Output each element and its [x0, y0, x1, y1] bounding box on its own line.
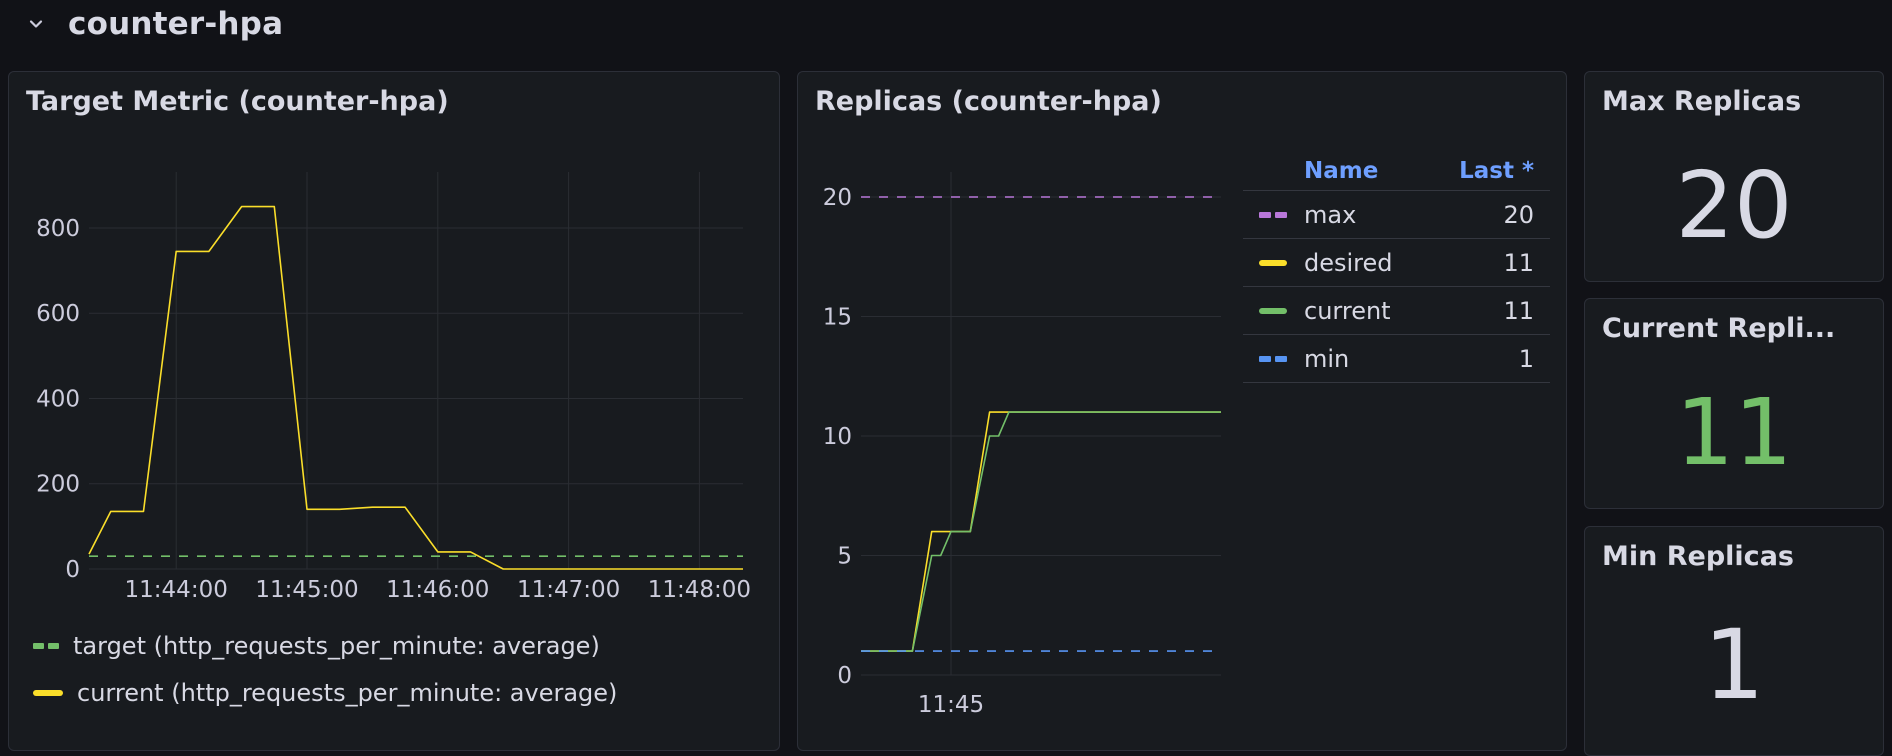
legend-header-last[interactable]: Last * — [1459, 158, 1534, 184]
dashed-swatch-icon — [1259, 355, 1291, 362]
y-tick-label: 0 — [65, 557, 80, 583]
legend-row-current[interactable]: current 11 — [1243, 287, 1550, 335]
stat-value: 20 — [1675, 152, 1793, 259]
y-tick-label: 400 — [36, 386, 80, 412]
legend-row-value: 1 — [1518, 344, 1534, 373]
legend-header: Name Last * — [1243, 152, 1550, 191]
panel-title[interactable]: Max Replicas — [1602, 86, 1802, 117]
y-tick-label: 20 — [823, 185, 852, 211]
y-tick-label: 0 — [837, 663, 852, 689]
y-tick-label: 10 — [823, 424, 852, 450]
x-tick-label: 11:45:00 — [255, 577, 358, 603]
legend-row-min[interactable]: min 1 — [1243, 335, 1550, 383]
legend-label: target (http_requests_per_minute: averag… — [73, 632, 600, 660]
series-line-current — [861, 411, 1221, 652]
row-title[interactable]: counter-hpa — [68, 6, 284, 42]
x-tick-label: 11:46:00 — [386, 577, 489, 603]
panel-replicas[interactable]: Replicas (counter-hpa) 0 5 10 15 20 11:45 Nam… — [797, 71, 1567, 751]
y-tick-label: 600 — [36, 301, 80, 327]
y-tick-label: 5 — [837, 544, 852, 570]
y-tick-label: 15 — [823, 305, 852, 331]
legend-item-target[interactable]: target (http_requests_per_minute: averag… — [33, 632, 600, 660]
solid-swatch-icon — [1259, 307, 1291, 314]
legend-row-name: desired — [1304, 248, 1393, 277]
solid-swatch-icon — [33, 690, 63, 696]
legend-item-current[interactable]: current (http_requests_per_minute: avera… — [33, 679, 617, 707]
legend-row-name: current — [1304, 296, 1391, 325]
legend-label: current (http_requests_per_minute: avera… — [77, 679, 618, 707]
target-metric-chart[interactable]: 0 200 400 600 800 11:44:00 11:45:00 11:46:00 11:… — [9, 72, 780, 632]
dashed-swatch-icon — [33, 643, 59, 649]
panel-title[interactable]: Target Metric (counter-hpa) — [26, 86, 449, 117]
stat-value: 11 — [1675, 379, 1793, 486]
series-line-desired — [861, 411, 1221, 652]
stat-value: 1 — [1703, 609, 1765, 721]
y-tick-label: 800 — [36, 216, 80, 242]
legend-table: Name Last * max 20 desired 11 current 11… — [1243, 152, 1550, 383]
legend-header-name[interactable]: Name — [1304, 158, 1379, 184]
x-tick-label: 11:44:00 — [125, 577, 228, 603]
series-line-current — [88, 205, 743, 570]
row-header[interactable]: counter-hpa — [24, 0, 283, 48]
dashed-swatch-icon — [1259, 211, 1291, 218]
replicas-chart[interactable]: 0 5 10 15 20 11:45 — [798, 72, 1238, 751]
x-tick-label: 11:48:00 — [648, 577, 751, 603]
legend-row-name: min — [1304, 344, 1350, 373]
y-tick-label: 200 — [36, 472, 80, 498]
chevron-down-icon[interactable] — [24, 12, 48, 36]
panel-max-replicas[interactable]: Max Replicas 20 — [1584, 71, 1884, 282]
panel-current-replicas[interactable]: Current Repli... 11 — [1584, 298, 1884, 509]
x-tick-label: 11:47:00 — [517, 577, 620, 603]
panel-title[interactable]: Current Repli... — [1602, 313, 1836, 344]
legend-row-value: 20 — [1503, 200, 1534, 229]
panel-title[interactable]: Replicas (counter-hpa) — [815, 86, 1162, 117]
panel-title[interactable]: Min Replicas — [1602, 541, 1794, 572]
legend-row-max[interactable]: max 20 — [1243, 191, 1550, 239]
solid-swatch-icon — [1259, 259, 1291, 266]
legend-row-name: max — [1304, 200, 1357, 229]
panel-min-replicas[interactable]: Min Replicas 1 — [1584, 526, 1884, 756]
legend-row-desired[interactable]: desired 11 — [1243, 239, 1550, 287]
legend-row-value: 11 — [1503, 248, 1534, 277]
panel-target-metric[interactable]: Target Metric (counter-hpa) 0 200 400 600 80… — [8, 71, 780, 751]
legend-row-value: 11 — [1503, 296, 1534, 325]
x-tick-label: 11:45 — [918, 692, 984, 718]
